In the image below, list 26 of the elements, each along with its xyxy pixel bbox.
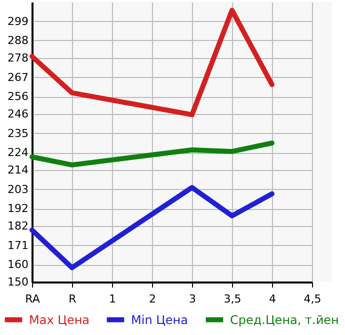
x-tick-label: 4,5 — [304, 292, 322, 306]
y-tick-label: 150 — [8, 276, 28, 288]
x-tick-label: 1 — [109, 292, 116, 306]
x-tick-label: 3,5 — [224, 292, 242, 306]
x-tick-label: 4 — [269, 292, 276, 306]
y-tick-label: 160 — [8, 258, 28, 271]
x-tick-label: 3 — [189, 292, 196, 306]
y-tick-label: 214 — [8, 164, 28, 176]
y-tick-label: 171 — [8, 238, 28, 252]
y-tick-label: 299 — [8, 14, 28, 28]
y-tick-label: 192 — [8, 202, 28, 215]
y-tick-label: 278 — [8, 52, 28, 64]
x-tick-label: RA — [25, 292, 40, 306]
x-tick-label: 2 — [149, 292, 156, 306]
y-tick-label: 203 — [8, 182, 28, 196]
legend-label: Max Цена — [29, 312, 90, 327]
y-tick-label: 224 — [8, 146, 28, 159]
legend-label: Min Цена — [131, 312, 188, 327]
legend-label: Сред.Цена, т.йен — [230, 312, 339, 327]
x-tick-label: R — [68, 292, 77, 306]
y-tick-label: 182 — [8, 220, 28, 232]
y-tick-label: 256 — [8, 90, 28, 103]
y-tick-label: 288 — [8, 34, 28, 47]
y-tick-label: 267 — [8, 70, 28, 84]
y-tick-label: 246 — [8, 108, 28, 120]
y-tick-label: 235 — [8, 126, 28, 140]
